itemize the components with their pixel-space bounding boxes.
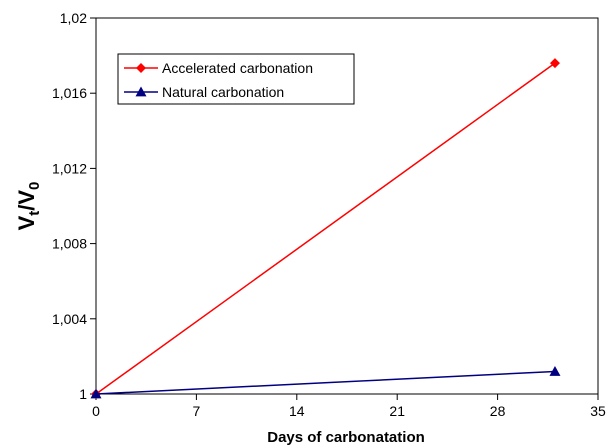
x-tick-label: 14: [289, 403, 305, 419]
x-axis-label: Days of carbonatation: [267, 429, 425, 446]
legend-label: Accelerated carbonation: [162, 60, 313, 76]
x-tick-label: 28: [490, 403, 506, 419]
y-tick-label: 1,008: [52, 236, 87, 252]
legend-swatch-marker: [136, 63, 146, 73]
x-tick-label: 21: [389, 403, 405, 419]
series-line: [95, 62, 556, 395]
series-2: [90, 365, 561, 399]
legend-swatch-marker: [135, 86, 147, 97]
legend-item: Natural carbonation: [124, 84, 284, 100]
y-axis: 1 1,004 1,008 1,012 1,016 1,02: [52, 10, 96, 402]
y-tick-label: 1,012: [52, 160, 87, 176]
y-tick-label: 1,016: [52, 85, 87, 101]
y-tick-label: 1: [79, 386, 87, 402]
data-point: [90, 388, 102, 399]
data-point: [549, 58, 560, 69]
data-point: [549, 365, 561, 376]
x-axis: 0 7 14 21 28 35: [92, 394, 606, 419]
series-line: [95, 370, 556, 395]
x-tick-label: 35: [590, 403, 606, 419]
series-layer: [90, 58, 561, 399]
y-tick-label: 1,004: [52, 311, 87, 327]
legend: Accelerated carbonation Natural carbonati…: [117, 53, 355, 105]
x-tick-label: 0: [92, 403, 100, 419]
legend-box: [117, 53, 355, 105]
x-tick-label: 7: [193, 403, 201, 419]
legend-item: Accelerated carbonation: [124, 60, 313, 76]
legend-label: Natural carbonation: [162, 84, 284, 100]
y-tick-label: 1,02: [60, 10, 87, 26]
y-axis-label: Vt/V0: [14, 182, 43, 231]
